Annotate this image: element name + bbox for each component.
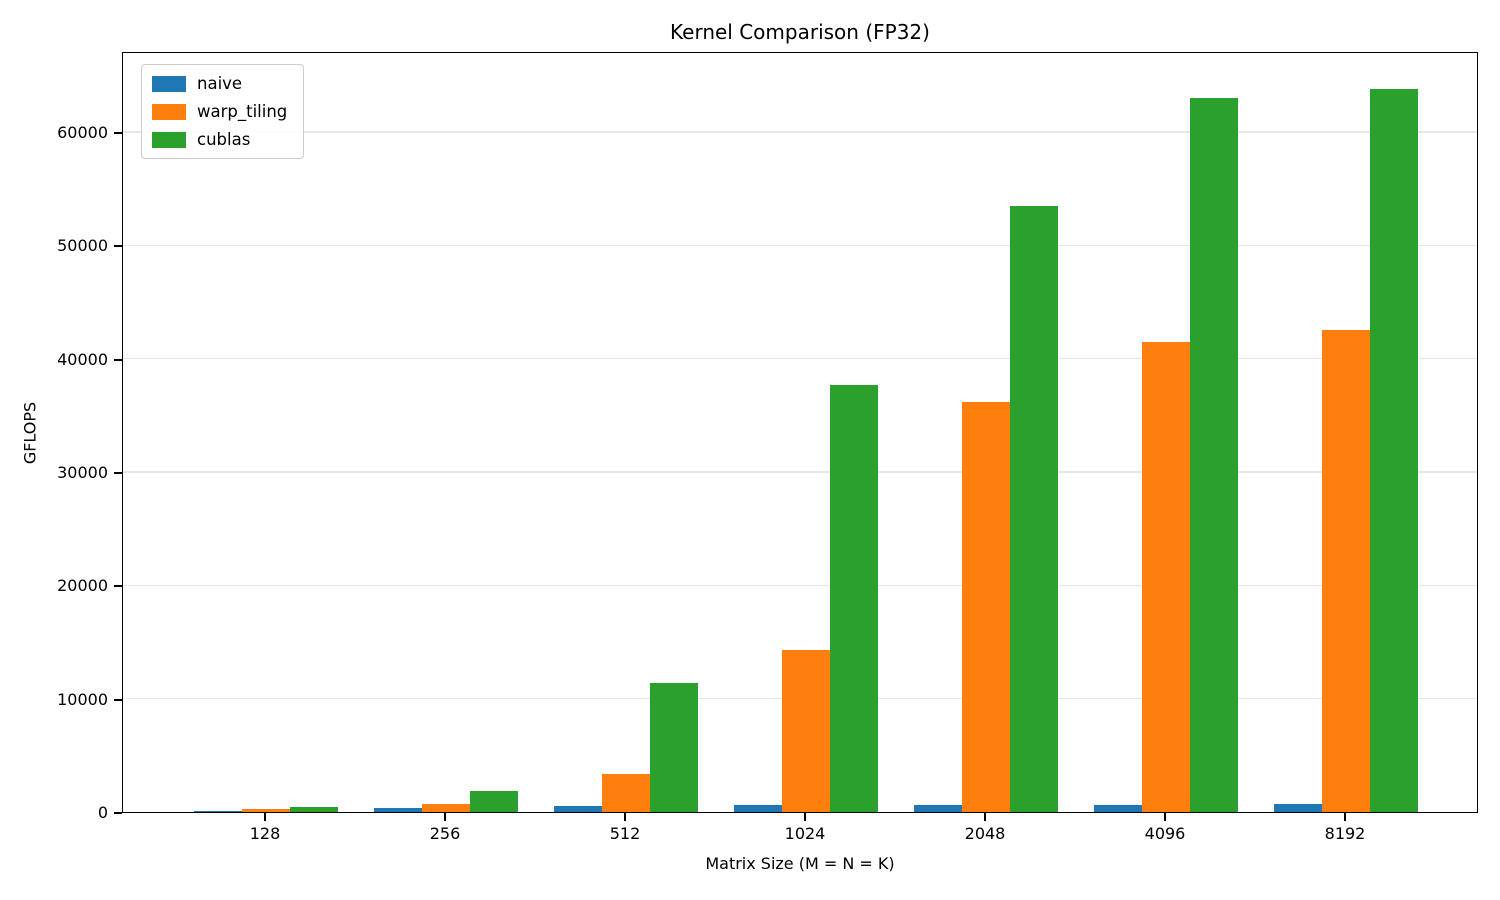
bar-naive-128 <box>194 811 242 812</box>
y-tick-mark-0 <box>114 812 122 814</box>
x-tick-mark-512 <box>624 813 626 821</box>
y-tick-mark-60000 <box>114 132 122 135</box>
bar-cublas-128 <box>290 807 338 812</box>
gridline-y-20000 <box>123 584 1477 587</box>
y-tick-mark-30000 <box>114 472 122 474</box>
bar-warp_tiling-128 <box>242 809 290 812</box>
bar-naive-256 <box>374 808 422 812</box>
x-axis-label: Matrix Size (M = N = K) <box>705 854 895 873</box>
x-tick-mark-4096 <box>1164 813 1166 821</box>
chart-title: Kernel Comparison (FP32) <box>670 20 930 44</box>
x-tick-label-256: 256 <box>429 824 461 843</box>
bar-warp_tiling-1024 <box>782 649 830 812</box>
legend-item-cublas: cublas <box>152 130 287 149</box>
y-tick-label-0: 0 <box>97 803 108 822</box>
bar-warp_tiling-512 <box>602 774 650 812</box>
y-tick-label-20000: 20000 <box>57 576 108 596</box>
x-tick-mark-8192 <box>1344 813 1346 821</box>
bar-naive-512 <box>554 805 602 812</box>
legend-item-warp_tiling: warp_tiling <box>152 102 287 121</box>
x-tick-mark-256 <box>444 813 446 821</box>
y-tick-label-40000: 40000 <box>57 349 108 369</box>
x-tick-label-2048: 2048 <box>964 824 1006 843</box>
legend-swatch-warp_tiling <box>152 103 186 120</box>
y-axis-label: GFLOPS <box>20 401 40 465</box>
legend-swatch-naive <box>152 75 186 92</box>
x-tick-mark-1024 <box>804 813 806 821</box>
bar-naive-1024 <box>734 805 782 812</box>
x-tick-label-8192: 8192 <box>1324 824 1366 843</box>
y-tick-label-50000: 50000 <box>57 236 108 256</box>
x-tick-label-128: 128 <box>249 824 281 843</box>
bar-warp_tiling-256 <box>422 804 470 812</box>
bar-naive-2048 <box>914 804 962 812</box>
plot-area <box>122 52 1478 813</box>
bar-cublas-4096 <box>1190 98 1238 812</box>
y-tick-label-60000: 60000 <box>57 123 108 143</box>
bar-warp_tiling-2048 <box>962 401 1010 812</box>
bar-naive-4096 <box>1094 804 1142 812</box>
gridline-y-30000 <box>123 471 1477 473</box>
bar-cublas-8192 <box>1370 88 1418 812</box>
bar-warp_tiling-8192 <box>1322 330 1370 812</box>
gridline-y-40000 <box>123 357 1477 360</box>
gridline-y-50000 <box>123 244 1477 247</box>
legend-swatch-cublas <box>152 131 186 148</box>
x-tick-label-1024: 1024 <box>784 824 826 843</box>
bar-cublas-1024 <box>830 384 878 812</box>
y-tick-label-10000: 10000 <box>57 689 108 709</box>
y-tick-mark-40000 <box>114 358 122 361</box>
legend-label-warp_tiling: warp_tiling <box>197 102 288 121</box>
legend-label-naive: naive <box>197 74 243 93</box>
bar-naive-8192 <box>1274 804 1322 812</box>
x-tick-mark-128 <box>264 813 266 821</box>
x-tick-label-4096: 4096 <box>1144 824 1186 843</box>
y-tick-mark-20000 <box>114 585 122 588</box>
x-tick-label-512: 512 <box>609 824 641 843</box>
bar-cublas-256 <box>470 791 518 812</box>
legend-label-cublas: cublas <box>197 130 251 149</box>
y-tick-label-30000: 30000 <box>57 463 108 482</box>
x-tick-mark-2048 <box>984 813 986 821</box>
bar-warp_tiling-4096 <box>1142 341 1190 812</box>
legend-item-naive: naive <box>152 74 287 93</box>
bar-cublas-512 <box>650 682 698 812</box>
gridline-y-60000 <box>123 131 1477 133</box>
y-tick-mark-10000 <box>114 698 122 701</box>
y-tick-mark-50000 <box>114 245 122 248</box>
bar-cublas-2048 <box>1010 205 1058 812</box>
